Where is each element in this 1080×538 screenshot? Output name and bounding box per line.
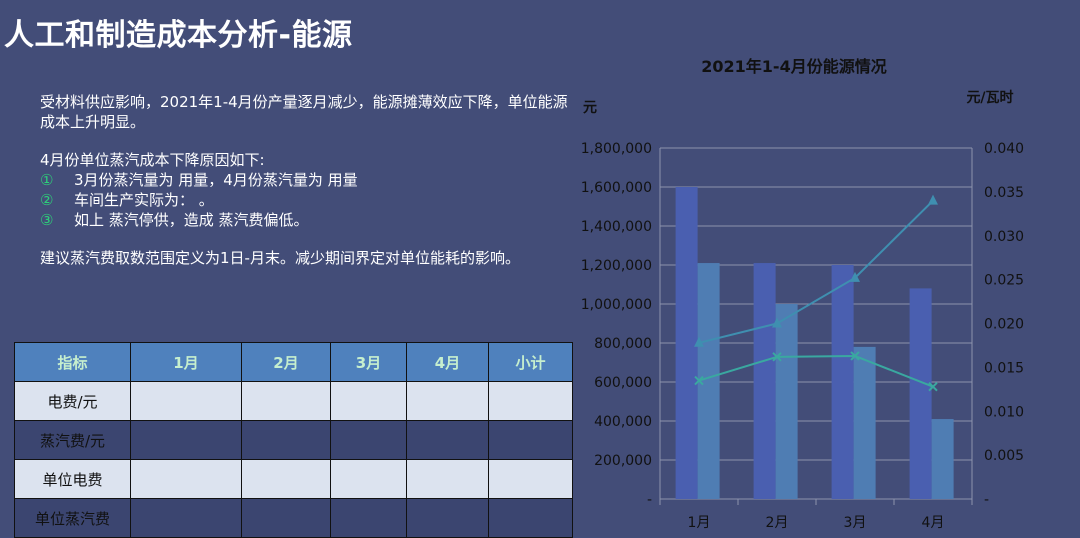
row-label: 蒸汽费/元 [14, 420, 131, 460]
table-header-cell: 3月 [330, 342, 407, 382]
line-series-1-point [772, 317, 782, 328]
bar-series-1-bar [753, 263, 776, 499]
kpi-table: 指标 1月 2月 3月 4月 小计 电费/元 蒸汽费/元 单位电费 单位蒸 [14, 342, 573, 538]
table-cell[interactable] [130, 381, 242, 421]
line-series-2-point [772, 352, 782, 362]
reason-item: ② 车间生产实际为： 。 [40, 190, 580, 210]
left-tick-label: 1,600,000 [581, 180, 652, 196]
right-tick-label: 0.040 [984, 141, 1024, 157]
page-title: 人工和制造成本分析-能源 [4, 18, 353, 53]
left-tick-label: - [647, 492, 652, 508]
table-cell[interactable] [488, 381, 573, 421]
right-tick-label: - [984, 492, 989, 508]
table-cell[interactable] [330, 381, 407, 421]
reason-text: 3月份蒸汽量为 用量，4月份蒸汽量为 用量 [74, 171, 358, 189]
table-cell[interactable] [130, 459, 242, 499]
table-cell[interactable] [406, 459, 489, 499]
table-row: 蒸汽费/元 [14, 420, 573, 460]
line-series-1 [698, 199, 934, 344]
bar-series-1-bar [675, 187, 698, 499]
table-cell[interactable] [330, 420, 407, 460]
x-tick-label: 1月 [688, 515, 711, 531]
reason-marker: ③ [40, 211, 54, 229]
reason-text: 如上 蒸汽停供，造成 蒸汽费偏低。 [74, 211, 309, 229]
table-header-cell: 指标 [14, 342, 131, 382]
table-cell[interactable] [330, 459, 407, 499]
table-row: 单位电费 [14, 459, 573, 499]
right-tick-label: 0.035 [984, 185, 1024, 201]
table-header-cell: 小计 [488, 342, 573, 382]
analysis-text: 受材料供应影响，2021年1-4月份产量逐月减少，能源摊薄效应下降，单位能源成本… [40, 92, 580, 268]
left-tick-label: 400,000 [594, 414, 652, 430]
x-tick-label: 3月 [844, 515, 867, 531]
line-series-1-point [850, 271, 860, 282]
table-cell[interactable] [241, 381, 331, 421]
reason-marker: ① [40, 171, 54, 189]
left-axis-unit: 元 [583, 100, 597, 116]
right-tick-label: 0.020 [984, 317, 1024, 333]
table-cell[interactable] [130, 498, 242, 538]
table-header-cell: 4月 [406, 342, 489, 382]
bar-series-2-bar [697, 263, 720, 499]
left-tick-label: 1,800,000 [581, 141, 652, 157]
energy-chart: 2021年1-4月份能源情况元 元/瓦时 - 200,000 400,000 600,00… [576, 50, 1080, 538]
bar-series-2-bar [853, 346, 876, 499]
right-tick-label: 0.015 [984, 360, 1024, 376]
bar-series-2-bar [775, 304, 798, 499]
reason-item: ① 3月份蒸汽量为 用量，4月份蒸汽量为 用量 [40, 170, 580, 190]
right-tick-label: 0.030 [984, 229, 1024, 245]
analysis-paragraph: 受材料供应影响，2021年1-4月份产量逐月减少，能源摊薄效应下降，单位能源成本… [40, 93, 568, 131]
line-series-2-point [694, 375, 704, 386]
suggestion-paragraph: 建议蒸汽费取数范围定义为1日-月末。减少期间界定对单位能耗的影响。 [40, 249, 520, 267]
right-tick-label: 0.005 [984, 448, 1024, 464]
x-tick-label: 2月 [766, 515, 789, 531]
reason-marker: ② [40, 191, 54, 209]
line-series-1-point [928, 194, 938, 205]
reason-text: 车间生产实际为： 。 [74, 191, 214, 209]
right-axis-unit: 元/瓦时 [966, 89, 1013, 106]
table-cell[interactable] [406, 420, 489, 460]
left-tick-label: 200,000 [594, 453, 652, 469]
table-row: 单位蒸汽费 [14, 498, 573, 538]
right-tick-label: 0.010 [984, 404, 1024, 420]
table-cell[interactable] [241, 459, 331, 499]
table-cell[interactable] [406, 381, 489, 421]
left-tick-label: 600,000 [594, 375, 652, 391]
table-row: 电费/元 [14, 381, 573, 421]
table-header-cell: 1月 [130, 342, 242, 382]
row-label: 单位蒸汽费 [14, 498, 131, 538]
bar-series-1-bar [909, 288, 932, 499]
left-tick-label: 1,200,000 [581, 258, 652, 274]
left-tick-label: 1,400,000 [581, 219, 652, 235]
chart-title: 2021年1-4月份能源情况 [701, 57, 886, 76]
table-cell[interactable] [330, 498, 407, 538]
table-cell[interactable] [406, 498, 489, 538]
table-header-row: 指标 1月 2月 3月 4月 小计 [14, 342, 573, 382]
x-tick-label: 4月 [922, 515, 945, 531]
left-tick-label: 800,000 [594, 336, 652, 352]
right-tick-label: 0.025 [984, 273, 1024, 289]
table-cell[interactable] [488, 420, 573, 460]
reason-item: ③ 如上 蒸汽停供，造成 蒸汽费偏低。 [40, 210, 580, 230]
table-header-cell: 2月 [241, 342, 331, 382]
bar-series-2-bar [931, 419, 954, 499]
table-cell[interactable] [488, 498, 573, 538]
line-series-2 [698, 354, 934, 388]
row-label: 电费/元 [14, 381, 131, 421]
line-series-2-point [850, 351, 860, 361]
line-series-1-point [694, 336, 704, 347]
reasons-heading: 4月份单位蒸汽成本下降原因如下: [40, 151, 265, 169]
left-tick-label: 1,000,000 [581, 297, 652, 313]
table-cell[interactable] [241, 420, 331, 460]
table-cell[interactable] [241, 498, 331, 538]
table-cell[interactable] [130, 420, 242, 460]
row-label: 单位电费 [14, 459, 131, 499]
table-cell[interactable] [488, 459, 573, 499]
line-series-2-point [928, 381, 938, 392]
bar-series-1-bar [831, 265, 854, 499]
